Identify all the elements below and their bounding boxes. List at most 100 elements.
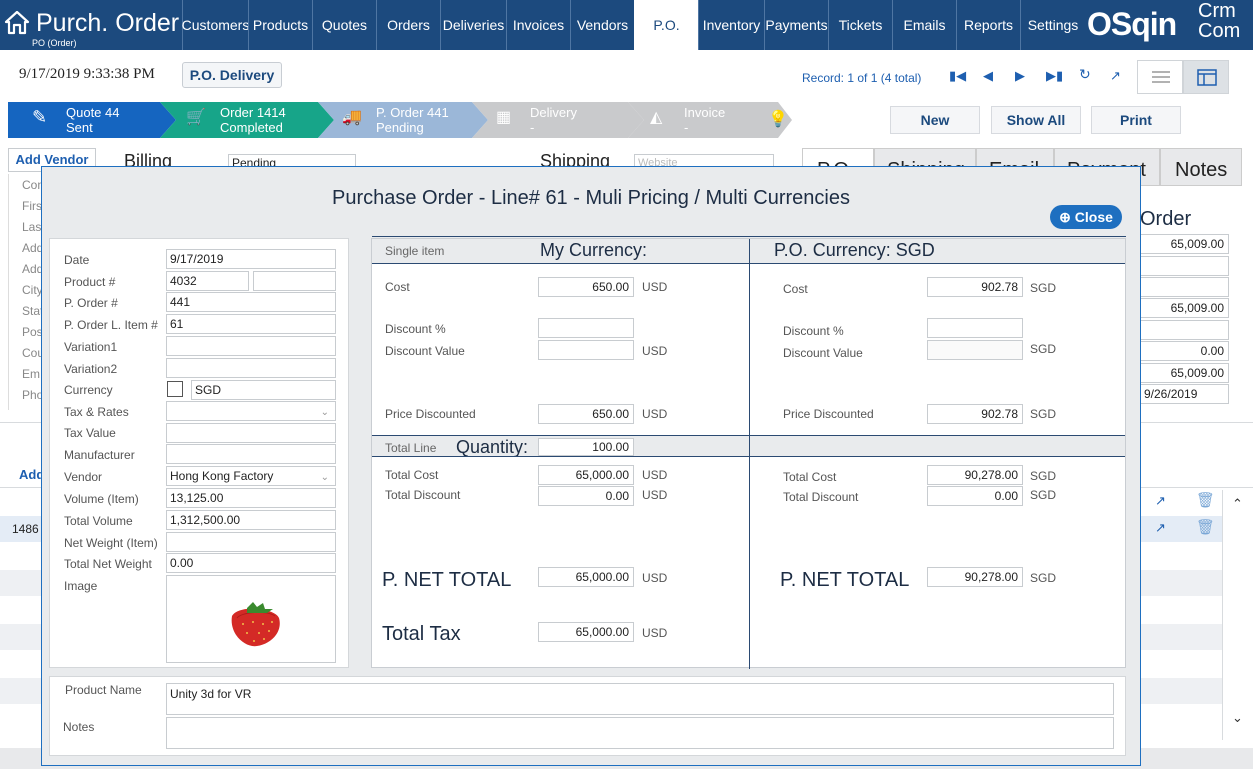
manufacturer-field[interactable]: [166, 444, 336, 464]
lightbulb-icon[interactable]: 💡: [768, 111, 788, 128]
product-extra-field[interactable]: [253, 271, 336, 291]
open-row-icon[interactable]: ↗: [1155, 493, 1166, 508]
tab-vendors[interactable]: Vendors: [570, 0, 634, 50]
product-name-field[interactable]: Unity 3d for VR: [166, 683, 1114, 715]
open-row-icon[interactable]: ↗: [1155, 520, 1166, 535]
volume-item-field[interactable]: 13,125.00: [166, 488, 336, 508]
my-discount-value-field[interactable]: [538, 340, 634, 360]
po-discount-value-field[interactable]: [927, 340, 1023, 360]
product-number-field[interactable]: 4032: [166, 271, 249, 291]
trash-icon[interactable]: 🗑: [1196, 519, 1216, 536]
form-view-icon[interactable]: [1183, 60, 1229, 94]
step-purchase-order[interactable]: 🚚 P. Order 441 Pending: [342, 105, 449, 135]
brand-logo: OSqin Crm Com: [1087, 0, 1241, 42]
line-item-field[interactable]: 61: [166, 314, 336, 334]
po-delivery-button[interactable]: P.O. Delivery: [182, 62, 282, 88]
tab-deliveries[interactable]: Deliveries: [440, 0, 506, 50]
total-net-weight-field[interactable]: 0.00: [166, 553, 336, 573]
tab-inventory[interactable]: Inventory: [698, 0, 764, 50]
bg-value-7[interactable]: 65,009.00: [1140, 363, 1229, 383]
po-total-cost-field[interactable]: 90,278.00: [927, 465, 1023, 485]
vendor-select[interactable]: Hong Kong Factory ⌄: [166, 466, 336, 486]
notes-field[interactable]: [166, 717, 1114, 749]
po-discount-pct-field[interactable]: [927, 318, 1023, 338]
tab-quotes[interactable]: Quotes: [312, 0, 376, 50]
top-nav-bar: Purch. Order PO (Order) Customers Produc…: [0, 0, 1253, 50]
currency-field[interactable]: SGD: [191, 380, 336, 400]
date-field[interactable]: 9/17/2019: [166, 249, 336, 269]
po-net-total-field[interactable]: 90,278.00: [927, 567, 1023, 587]
show-all-button[interactable]: Show All: [991, 106, 1081, 134]
chevron-down-icon[interactable]: ⌄: [1232, 710, 1243, 725]
strawberry-image: [231, 602, 280, 647]
quantity-field[interactable]: 100.00: [538, 438, 634, 456]
divider: [372, 456, 1125, 457]
tab-payments[interactable]: Payments: [764, 0, 828, 50]
bg-add-link[interactable]: Add: [19, 467, 45, 482]
tab-settings[interactable]: Settings: [1020, 0, 1085, 50]
chevron-up-icon[interactable]: ⌃: [1232, 496, 1243, 511]
my-net-total-field[interactable]: 65,000.00: [538, 567, 634, 587]
total-tax-field[interactable]: 65,000.00: [538, 622, 634, 642]
total-volume-field[interactable]: 1,312,500.00: [166, 510, 336, 530]
refresh-icon[interactable]: ↻: [1079, 66, 1091, 82]
my-price-discounted-field[interactable]: 650.00: [538, 404, 634, 424]
bg-value-3[interactable]: [1140, 277, 1229, 297]
tab-orders[interactable]: Orders: [376, 0, 440, 50]
chevron-down-icon: ⌄: [320, 472, 329, 483]
prev-record-icon[interactable]: ◀: [983, 68, 993, 83]
home-icon[interactable]: [3, 8, 31, 36]
total-tax-label: Total Tax: [382, 623, 461, 645]
last-record-icon[interactable]: ▶▮: [1046, 68, 1064, 83]
forklift-icon: ▦: [496, 109, 512, 126]
po-currency-heading: P.O. Currency: SGD: [774, 240, 935, 260]
tab-invoices[interactable]: Invoices: [506, 0, 570, 50]
tab-tickets[interactable]: Tickets: [828, 0, 892, 50]
tab-customers[interactable]: Customers: [182, 0, 249, 50]
variation2-field[interactable]: [166, 358, 336, 378]
first-record-icon[interactable]: ▮◀: [949, 68, 967, 83]
tab-products[interactable]: Products: [248, 0, 312, 50]
step-invoice[interactable]: ◭ Invoice -: [650, 105, 726, 135]
divider: [372, 435, 1125, 436]
po-cost-field[interactable]: 902.78: [927, 277, 1023, 297]
bg-value-5[interactable]: [1140, 320, 1229, 340]
bg-value-1[interactable]: 65,009.00: [1140, 234, 1229, 254]
tab-po[interactable]: P.O.: [634, 0, 698, 50]
new-button[interactable]: New: [890, 106, 980, 134]
step-quote[interactable]: ✎ Quote 44 Sent: [32, 105, 120, 135]
list-view-icon[interactable]: [1137, 60, 1183, 94]
net-weight-item-field[interactable]: [166, 532, 336, 552]
bg-tab-notes[interactable]: Notes: [1160, 148, 1242, 186]
my-cost-field[interactable]: 650.00: [538, 277, 634, 297]
trash-icon[interactable]: 🗑: [1196, 492, 1216, 509]
open-window-icon[interactable]: ↗: [1110, 68, 1121, 83]
scrollbar[interactable]: ⌃ ⌄: [1222, 490, 1253, 740]
tax-value-field[interactable]: [166, 423, 336, 443]
my-net-total-label: P. NET TOTAL: [382, 569, 512, 591]
close-button[interactable]: ⊕ Close: [1050, 205, 1122, 229]
product-image[interactable]: [166, 575, 336, 663]
next-record-icon[interactable]: ▶: [1015, 68, 1025, 83]
po-price-discounted-field[interactable]: 902.78: [927, 404, 1023, 424]
porder-number-field[interactable]: 441: [166, 292, 336, 312]
step-delivery[interactable]: ▦ Delivery -: [496, 105, 577, 135]
currency-checkbox[interactable]: [167, 381, 183, 397]
my-total-discount-field[interactable]: 0.00: [538, 486, 634, 506]
tab-reports[interactable]: Reports: [956, 0, 1020, 50]
bg-value-2[interactable]: [1140, 256, 1229, 276]
tax-rates-select[interactable]: ⌄: [166, 401, 336, 421]
print-button[interactable]: Print: [1091, 106, 1181, 134]
step-order[interactable]: 🛒 Order 1414 Completed: [186, 105, 286, 135]
divider: [749, 239, 750, 669]
tab-emails[interactable]: Emails: [892, 0, 956, 50]
variation1-field[interactable]: [166, 336, 336, 356]
bg-value-date[interactable]: 9/26/2019: [1140, 384, 1229, 404]
bg-value-6[interactable]: 0.00: [1140, 341, 1229, 361]
my-total-cost-field[interactable]: 65,000.00: [538, 465, 634, 485]
my-discount-pct-field[interactable]: [538, 318, 634, 338]
po-total-discount-field[interactable]: 0.00: [927, 486, 1023, 506]
bg-value-4[interactable]: 65,009.00: [1140, 298, 1229, 318]
po-net-total-label: P. NET TOTAL: [780, 569, 910, 591]
app-title: Purch. Order: [36, 9, 180, 37]
